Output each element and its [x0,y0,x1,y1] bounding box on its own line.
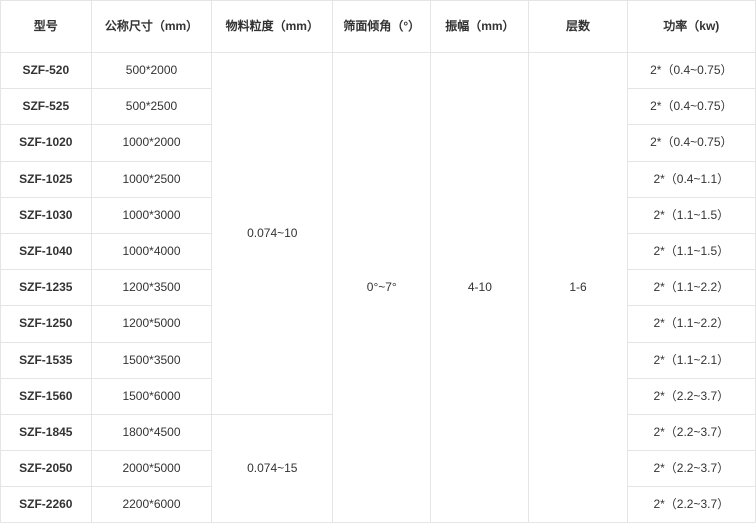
cell-size: 500*2500 [91,89,212,125]
cell-power: 2*（0.4~1.1） [627,161,755,197]
cell-power: 2*（1.1~2.1） [627,342,755,378]
cell-power: 2*（2.2~3.7） [627,414,755,450]
cell-size: 1800*4500 [91,414,212,450]
cell-power: 2*（0.4~0.75） [627,89,755,125]
table-header-row: 型号 公称尺寸（mm） 物料粒度（mm） 筛面倾角（°） 振幅（mm） 层数 功… [1,1,756,53]
cell-size: 1000*3000 [91,197,212,233]
cell-model: SZF-1250 [1,306,92,342]
cell-power: 2*（1.1~1.5） [627,197,755,233]
cell-size: 2000*5000 [91,451,212,487]
cell-power: 2*（1.1~2.2） [627,306,755,342]
cell-power: 2*（2.2~3.7） [627,487,755,523]
cell-layers: 1-6 [529,53,627,523]
header-amplitude: 振幅（mm） [431,1,529,53]
cell-size: 1500*3500 [91,342,212,378]
cell-granularity-1: 0.074~10 [212,53,333,415]
cell-size: 2200*6000 [91,487,212,523]
header-layers: 层数 [529,1,627,53]
cell-size: 1000*2000 [91,125,212,161]
cell-power: 2*（1.1~1.5） [627,233,755,269]
cell-model: SZF-1560 [1,378,92,414]
cell-model: SZF-1030 [1,197,92,233]
cell-model: SZF-525 [1,89,92,125]
cell-size: 1200*5000 [91,306,212,342]
cell-model: SZF-1025 [1,161,92,197]
cell-power: 2*（0.4~0.75） [627,53,755,89]
cell-size: 1200*3500 [91,270,212,306]
cell-size: 1000*2500 [91,161,212,197]
header-power: 功率（kw) [627,1,755,53]
cell-angle: 0°~7° [333,53,431,523]
cell-amplitude: 4-10 [431,53,529,523]
cell-model: SZF-1535 [1,342,92,378]
header-size: 公称尺寸（mm） [91,1,212,53]
cell-size: 1000*4000 [91,233,212,269]
cell-power: 2*（1.1~2.2） [627,270,755,306]
header-granularity: 物料粒度（mm） [212,1,333,53]
cell-model: SZF-2260 [1,487,92,523]
cell-model: SZF-520 [1,53,92,89]
cell-granularity-2: 0.074~15 [212,414,333,523]
cell-model: SZF-1040 [1,233,92,269]
table-row: SZF-520 500*2000 0.074~10 0°~7° 4-10 1-6… [1,53,756,89]
cell-power: 2*（2.2~3.7） [627,378,755,414]
spec-table: 型号 公称尺寸（mm） 物料粒度（mm） 筛面倾角（°） 振幅（mm） 层数 功… [0,0,756,523]
header-model: 型号 [1,1,92,53]
cell-model: SZF-1020 [1,125,92,161]
cell-power: 2*（0.4~0.75） [627,125,755,161]
header-angle: 筛面倾角（°） [333,1,431,53]
cell-power: 2*（2.2~3.7） [627,451,755,487]
cell-size: 500*2000 [91,53,212,89]
cell-model: SZF-2050 [1,451,92,487]
cell-size: 1500*6000 [91,378,212,414]
cell-model: SZF-1845 [1,414,92,450]
cell-model: SZF-1235 [1,270,92,306]
